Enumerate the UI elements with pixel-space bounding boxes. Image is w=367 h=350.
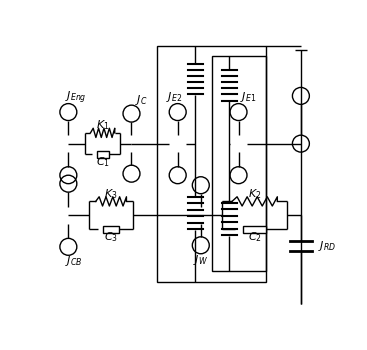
- Text: $K_1$: $K_1$: [96, 118, 109, 132]
- Bar: [97, 151, 109, 158]
- Text: $J_C$: $J_C$: [135, 93, 147, 107]
- Text: $K_2$: $K_2$: [248, 187, 261, 201]
- Text: $C_1$: $C_1$: [96, 155, 110, 169]
- Bar: [212, 56, 266, 272]
- Text: $J_{E2}$: $J_{E2}$: [166, 90, 182, 104]
- Text: $C_3$: $C_3$: [104, 230, 118, 244]
- Bar: [103, 226, 119, 233]
- Text: $J_{E1}$: $J_{E1}$: [240, 90, 256, 104]
- Bar: [157, 46, 266, 282]
- Text: $J_{RD}$: $J_{RD}$: [318, 239, 336, 253]
- Text: $K_3$: $K_3$: [104, 187, 118, 201]
- Text: $J_{Eng}$: $J_{Eng}$: [65, 89, 86, 106]
- Text: $J_{CB}$: $J_{CB}$: [65, 254, 82, 268]
- Bar: [243, 226, 266, 233]
- Text: $J_W$: $J_W$: [193, 253, 208, 267]
- Text: $C_2$: $C_2$: [248, 230, 262, 244]
